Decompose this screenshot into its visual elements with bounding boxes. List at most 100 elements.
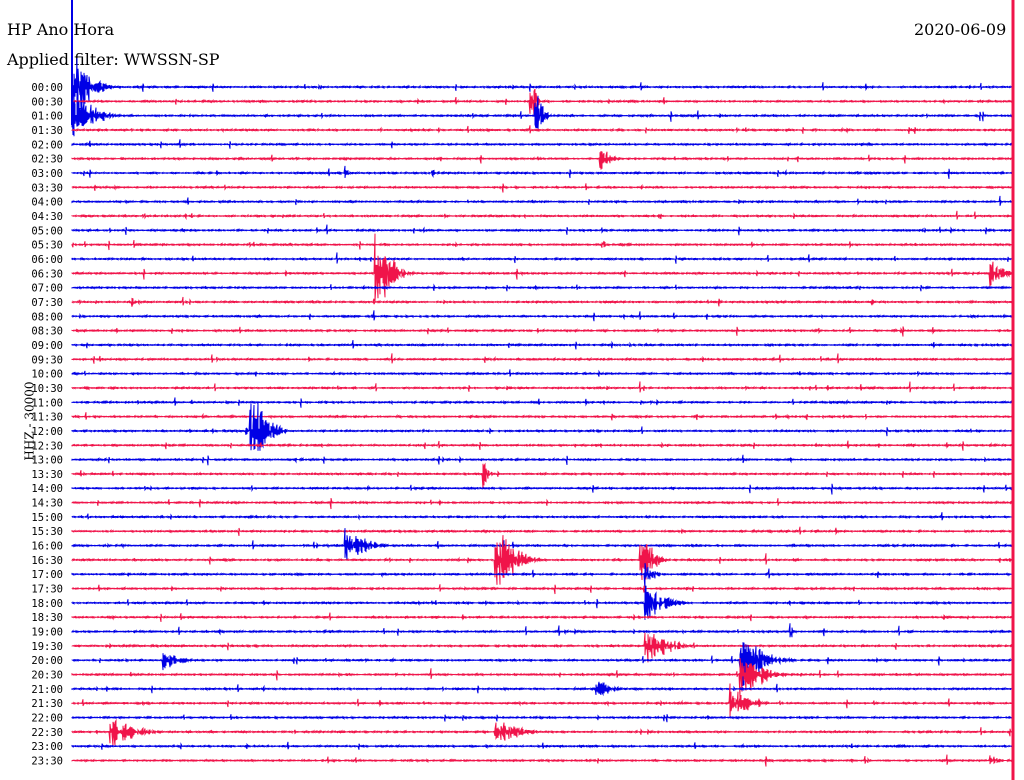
trace-time-label: 19:30 (31, 641, 63, 653)
trace-line (71, 139, 1015, 149)
trace-line (71, 339, 1015, 350)
trace-line (71, 754, 1015, 767)
trace-time-label: 15:30 (31, 526, 63, 538)
trace-time-label: 04:00 (31, 197, 63, 209)
trace-line (71, 412, 1015, 421)
trace-line (71, 402, 1015, 451)
trace-line (71, 526, 1015, 536)
trace-time-label: 23:00 (31, 741, 63, 753)
trace-line (71, 88, 1015, 116)
trace-line (71, 224, 1015, 236)
trace-line (71, 296, 1015, 307)
trace-time-label: 22:00 (31, 713, 63, 725)
trace-line (71, 283, 1015, 292)
trace-time-label: 13:30 (31, 469, 63, 481)
trace-line (71, 563, 1015, 591)
trace-time-label: 07:30 (31, 297, 63, 309)
trace-time-label: 07:00 (31, 283, 63, 295)
trace-line (71, 150, 1015, 170)
trace-line (71, 642, 1015, 687)
trace-time-label: 13:00 (31, 455, 63, 467)
trace-time-label: 11:30 (31, 412, 63, 424)
trace-time-label: 01:00 (31, 111, 63, 123)
trace-time-label: 04:30 (31, 211, 63, 223)
trace-line (71, 462, 1015, 489)
trace-time-label: 17:00 (31, 569, 63, 581)
trace-line (71, 741, 1015, 750)
trace-time-label: 16:30 (31, 555, 63, 567)
trace-line (71, 210, 1015, 221)
trace-line (71, 483, 1015, 495)
trace-line (71, 584, 1015, 595)
trace-time-label: 03:00 (31, 168, 63, 180)
trace-time-label: 06:00 (31, 254, 63, 266)
trace-time-label: 22:30 (31, 727, 63, 739)
trace-time-label: 18:30 (31, 612, 63, 624)
date-label: 2020-06-09 (914, 20, 1007, 39)
trace-line (71, 326, 1015, 337)
trace-time-label: 08:30 (31, 326, 63, 338)
trace-time-label: 21:00 (31, 684, 63, 696)
trace-time-label: 14:30 (31, 498, 63, 510)
trace-time-label: 21:30 (31, 698, 63, 710)
trace-line (71, 683, 1015, 717)
trace-time-label: 09:00 (31, 340, 63, 352)
trace-time-label: 19:00 (31, 627, 63, 639)
trace-time-label: 14:00 (31, 483, 63, 495)
trace-line (71, 310, 1015, 322)
trace-time-label: 09:30 (31, 354, 63, 366)
trace-time-label: 23:30 (31, 756, 63, 768)
trace-line (71, 252, 1015, 264)
trace-line (71, 528, 1015, 561)
filter-label: Applied filter: WWSSN-SP (7, 50, 220, 69)
trace-time-label: 15:00 (31, 512, 63, 524)
trace-line (71, 632, 1015, 663)
trace-line (71, 125, 1015, 135)
trace-line (71, 714, 1015, 723)
trace-time-label: 18:00 (31, 598, 63, 610)
trace-line (71, 497, 1015, 510)
trace-time-label: 11:00 (31, 397, 63, 409)
trace-time-label: 01:30 (31, 125, 63, 137)
trace-line (71, 195, 1015, 206)
trace-line (71, 183, 1015, 193)
trace-time-label: 03:30 (31, 182, 63, 194)
trace-line (71, 397, 1015, 408)
trace-time-label: 00:30 (31, 96, 63, 108)
trace-line (71, 657, 1015, 699)
trace-line (71, 369, 1015, 378)
trace-line (71, 233, 1015, 302)
trace-line (71, 381, 1015, 393)
trace-line (71, 440, 1015, 451)
trace-time-label: 16:00 (31, 541, 63, 553)
trace-line (71, 535, 1015, 585)
trace-time-label: 06:30 (31, 268, 63, 280)
trace-time-label: 02:00 (31, 139, 63, 151)
trace-line (71, 239, 1015, 251)
trace-line (71, 512, 1015, 521)
trace-line (71, 585, 1015, 620)
trace-line (71, 95, 1015, 137)
trace-time-label: 10:30 (31, 383, 63, 395)
trace-line (71, 718, 1015, 747)
trace-line (71, 58, 1015, 114)
trace-time-label: 05:30 (31, 240, 63, 252)
trace-time-label: 17:30 (31, 584, 63, 596)
trace-time-label: 20:30 (31, 670, 63, 682)
trace-time-label: 20:00 (31, 655, 63, 667)
trace-line (71, 353, 1015, 364)
trace-time-label: 02:30 (31, 154, 63, 166)
trace-line (71, 612, 1015, 622)
trace-time-label: 08:00 (31, 311, 63, 323)
trace-time-label: 05:00 (31, 225, 63, 237)
title: HP Ano Hora (7, 20, 115, 39)
trace-time-label: 00:00 (31, 82, 63, 94)
trace-line (71, 454, 1015, 466)
trace-time-label: 10:00 (31, 369, 63, 381)
trace-time-label: 12:00 (31, 426, 63, 438)
trace-line (71, 623, 1015, 638)
trace-time-label: 12:30 (31, 440, 63, 452)
trace-line (71, 681, 1015, 697)
trace-line (71, 165, 1015, 179)
